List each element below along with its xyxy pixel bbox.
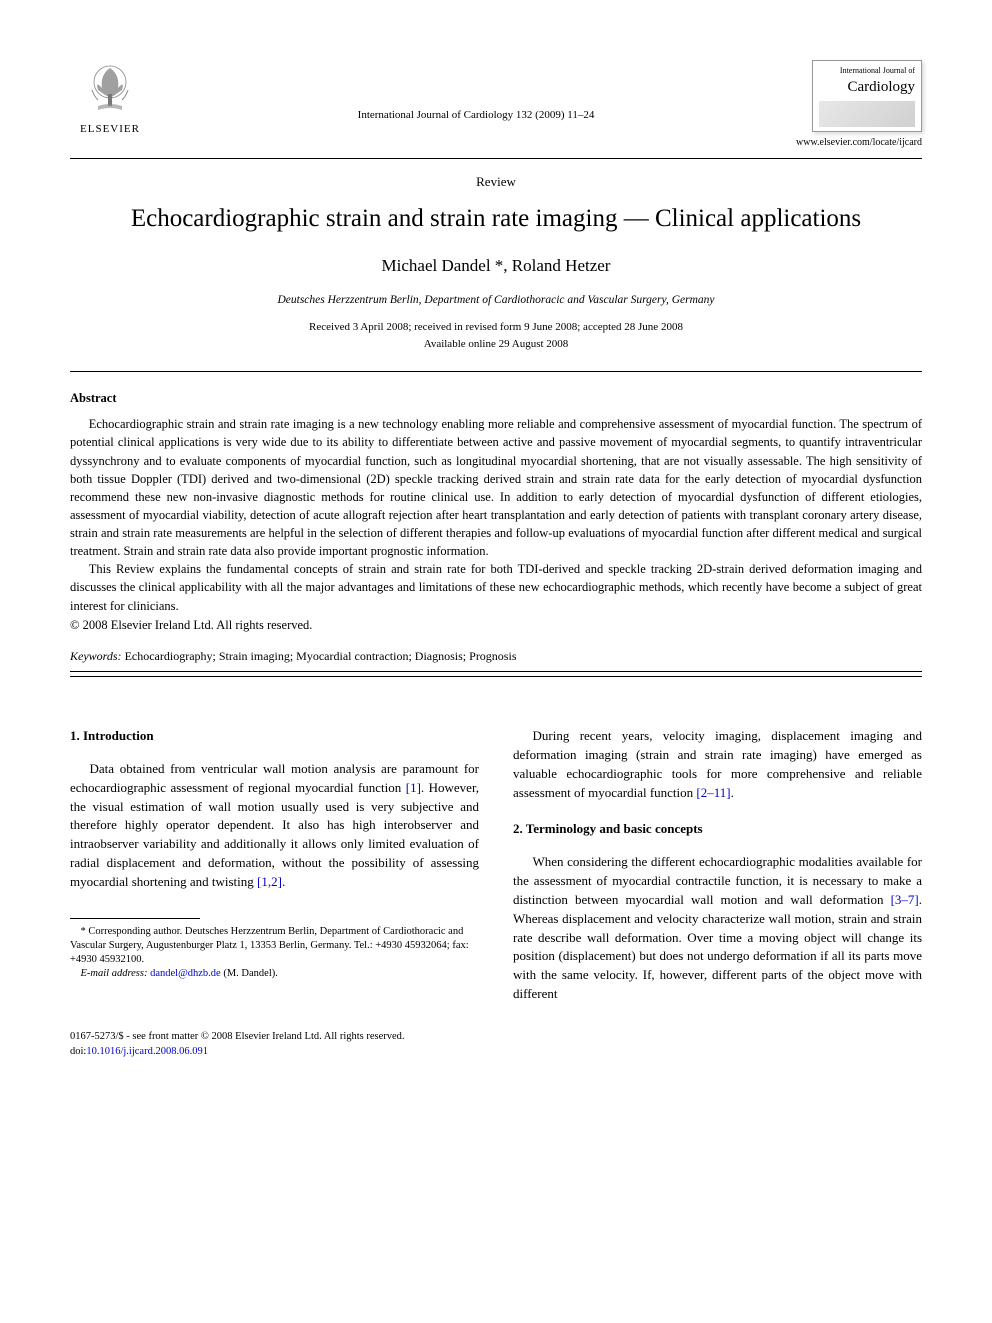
right-column: During recent years, velocity imaging, d…	[513, 727, 922, 1004]
cover-subtitle: International Journal of	[819, 65, 915, 76]
elsevier-tree-icon	[80, 60, 140, 120]
ref-1[interactable]: [1]	[406, 780, 421, 795]
body-columns: 1. Introduction Data obtained from ventr…	[70, 727, 922, 1004]
keywords-text: Echocardiography; Strain imaging; Myocar…	[122, 649, 517, 663]
authors: Michael Dandel *, Roland Hetzer	[70, 254, 922, 278]
ref-2-11[interactable]: [2–11]	[696, 785, 730, 800]
abstract-p2: This Review explains the fundamental con…	[70, 560, 922, 614]
received-dates: Received 3 April 2008; received in revis…	[70, 320, 922, 335]
footnote-separator	[70, 918, 200, 919]
abstract-label: Abstract	[70, 390, 922, 408]
article-type: Review	[70, 173, 922, 191]
section-1-head: 1. Introduction	[70, 727, 479, 746]
corr-author-text: * Corresponding author. Deutsches Herzze…	[70, 925, 479, 968]
ref-3-7[interactable]: [3–7]	[891, 892, 919, 907]
email-label: E-mail address:	[81, 968, 148, 979]
footer-copyright: 0167-5273/$ - see front matter © 2008 El…	[70, 1030, 922, 1045]
corresponding-author-footnote: * Corresponding author. Deutsches Herzze…	[70, 925, 479, 982]
journal-url[interactable]: www.elsevier.com/locate/ijcard	[796, 136, 922, 150]
left-column: 1. Introduction Data obtained from ventr…	[70, 727, 479, 1004]
keywords-label: Keywords:	[70, 649, 122, 663]
doi[interactable]: doi:10.1016/j.ijcard.2008.06.091	[70, 1045, 922, 1060]
publisher-name: ELSEVIER	[80, 122, 140, 137]
affiliation: Deutsches Herzzentrum Berlin, Department…	[70, 292, 922, 308]
publisher-logo: ELSEVIER	[70, 60, 150, 137]
email-line: E-mail address: dandel@dhzb.de (M. Dande…	[70, 967, 479, 981]
section-2-head: 2. Terminology and basic concepts	[513, 820, 922, 839]
article-title: Echocardiographic strain and strain rate…	[70, 201, 922, 236]
journal-cover: International Journal of Cardiology www.…	[802, 60, 922, 150]
ref-1-2[interactable]: [1,2]	[257, 874, 282, 889]
keywords: Keywords: Echocardiography; Strain imagi…	[70, 648, 922, 665]
abstract-copyright: © 2008 Elsevier Ireland Ltd. All rights …	[70, 617, 922, 635]
section-2-p1: When considering the different echocardi…	[513, 853, 922, 1004]
section-1-p2: During recent years, velocity imaging, d…	[513, 727, 922, 802]
abstract-p1: Echocardiographic strain and strain rate…	[70, 415, 922, 560]
section-1-p1: Data obtained from ventricular wall moti…	[70, 760, 479, 892]
rule-below-keywords-2	[70, 676, 922, 677]
email-address[interactable]: dandel@dhzb.de	[150, 968, 221, 979]
cover-decoration	[819, 101, 915, 127]
journal-reference: International Journal of Cardiology 132 …	[150, 60, 802, 123]
available-date: Available online 29 August 2008	[70, 337, 922, 352]
email-author: (M. Dandel).	[221, 968, 278, 979]
rule-top	[70, 158, 922, 159]
cover-title: Cardiology	[819, 77, 915, 98]
rule-above-abstract	[70, 371, 922, 372]
rule-below-keywords	[70, 671, 922, 672]
cover-thumbnail: International Journal of Cardiology	[812, 60, 922, 132]
abstract-body: Echocardiographic strain and strain rate…	[70, 415, 922, 614]
page-header: ELSEVIER International Journal of Cardio…	[70, 60, 922, 150]
